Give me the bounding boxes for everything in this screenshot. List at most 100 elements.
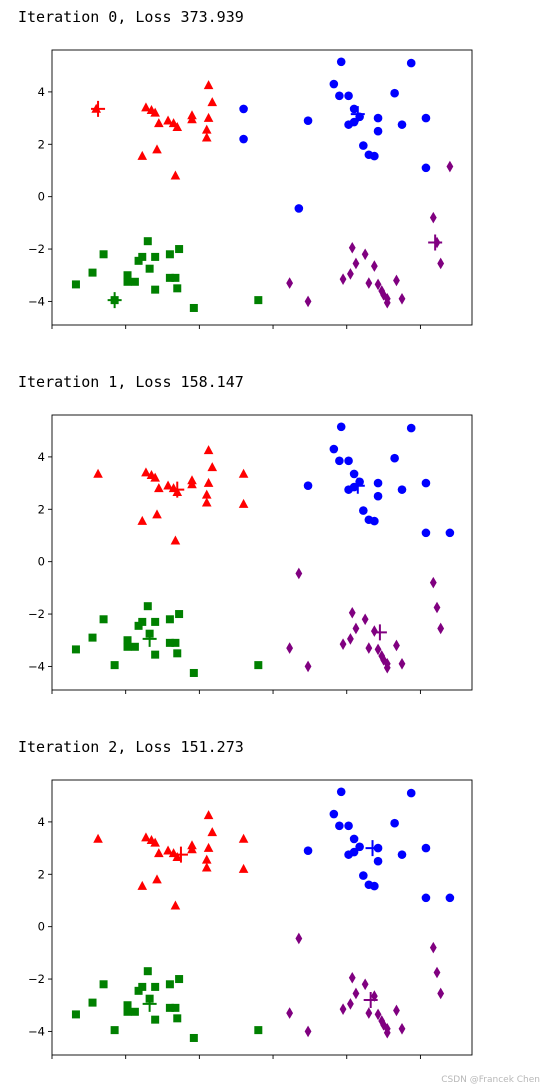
square-point — [151, 285, 160, 294]
square-point — [99, 615, 108, 624]
square-point — [189, 303, 198, 312]
triangle-point — [137, 880, 148, 890]
triangle-point — [187, 114, 197, 124]
circle-point — [329, 444, 339, 454]
y-tick-label: 2 — [38, 502, 45, 516]
diamond-point — [352, 987, 360, 1000]
square-point — [175, 245, 184, 254]
diamond-point — [286, 277, 294, 289]
triangle-point — [141, 832, 151, 842]
y-tick-label: −2 — [28, 242, 45, 256]
triangle-point — [163, 115, 173, 125]
circle-point — [373, 126, 383, 136]
circle-point — [390, 818, 399, 828]
triangle-point — [154, 118, 164, 128]
diamond-point — [361, 248, 369, 261]
square-point — [189, 1033, 198, 1042]
triangle-point — [201, 854, 212, 864]
square-point — [189, 668, 198, 677]
square-point — [130, 277, 139, 286]
square-point — [165, 638, 174, 647]
square-point — [171, 638, 180, 647]
diamond-point — [374, 643, 382, 656]
triangle-point — [154, 483, 164, 493]
circle-point — [336, 422, 346, 432]
circle-point — [329, 79, 339, 89]
circle-point — [239, 134, 248, 144]
diamond-point — [433, 966, 441, 979]
y-tick-label: 0 — [38, 555, 45, 569]
square-point — [173, 649, 182, 658]
triangle-point — [170, 535, 181, 545]
circle-point — [329, 809, 339, 819]
circle-point — [344, 850, 353, 859]
triangle-point — [203, 842, 214, 852]
square-point — [71, 645, 80, 654]
circle-point — [303, 481, 313, 491]
circle-point — [239, 104, 248, 114]
square-point — [123, 277, 132, 286]
circle-point — [344, 120, 353, 129]
circle-point — [370, 881, 379, 891]
centroid-marker — [107, 292, 122, 309]
circle-point — [344, 821, 353, 831]
circle-point — [336, 57, 346, 67]
circle-point — [335, 821, 344, 831]
circle-point — [421, 163, 431, 173]
square-point — [165, 980, 174, 989]
circle-point — [406, 58, 416, 68]
diamond-point — [304, 295, 312, 308]
square-point — [123, 1007, 132, 1016]
circle-point — [421, 478, 431, 488]
y-tick-label: 4 — [38, 815, 45, 829]
diamond-point — [370, 625, 378, 637]
circle-point — [397, 485, 407, 494]
y-tick-label: 2 — [38, 137, 45, 151]
chart-title-2: Iteration 2, Loss 151.273 — [18, 738, 244, 756]
plot-area — [51, 414, 473, 691]
triangle-point — [141, 467, 151, 477]
diamond-point — [383, 661, 391, 674]
circle-point — [359, 506, 368, 515]
centroid-marker — [350, 477, 365, 494]
square-point — [175, 610, 184, 619]
circle-point — [373, 113, 383, 123]
diamond-point — [393, 274, 400, 287]
square-point — [138, 252, 147, 261]
circle-point — [355, 842, 364, 852]
diamond-point — [383, 1026, 391, 1039]
square-point — [151, 617, 160, 626]
circle-point — [390, 453, 399, 463]
diamond-point — [361, 978, 369, 991]
centroid-marker — [363, 992, 378, 1008]
circle-point — [359, 871, 368, 880]
diamond-point — [365, 277, 373, 289]
chart-title-0: Iteration 0, Loss 373.939 — [18, 8, 244, 26]
diamond-point — [383, 296, 391, 309]
square-point — [165, 1003, 174, 1012]
triangle-point — [238, 498, 249, 508]
square-point — [130, 642, 139, 651]
square-point — [254, 1026, 263, 1035]
plot-area — [51, 49, 473, 326]
diamond-point — [348, 606, 356, 619]
square-point — [138, 617, 147, 626]
y-tick-label: −4 — [28, 659, 45, 673]
triangle-point — [201, 489, 212, 499]
circle-point — [421, 113, 431, 123]
y-tick-label: 4 — [38, 450, 45, 464]
square-point — [143, 967, 152, 976]
circle-point — [445, 893, 455, 903]
diamond-point — [429, 576, 437, 589]
triangle-point — [152, 509, 162, 519]
diamond-point — [295, 932, 303, 945]
circle-point — [397, 850, 407, 859]
triangle-point — [238, 468, 249, 478]
square-point — [71, 1010, 80, 1019]
square-point — [110, 661, 119, 670]
diamond-point — [398, 293, 406, 305]
circle-point — [349, 834, 359, 844]
square-point — [171, 273, 180, 282]
diamond-point — [446, 160, 454, 173]
